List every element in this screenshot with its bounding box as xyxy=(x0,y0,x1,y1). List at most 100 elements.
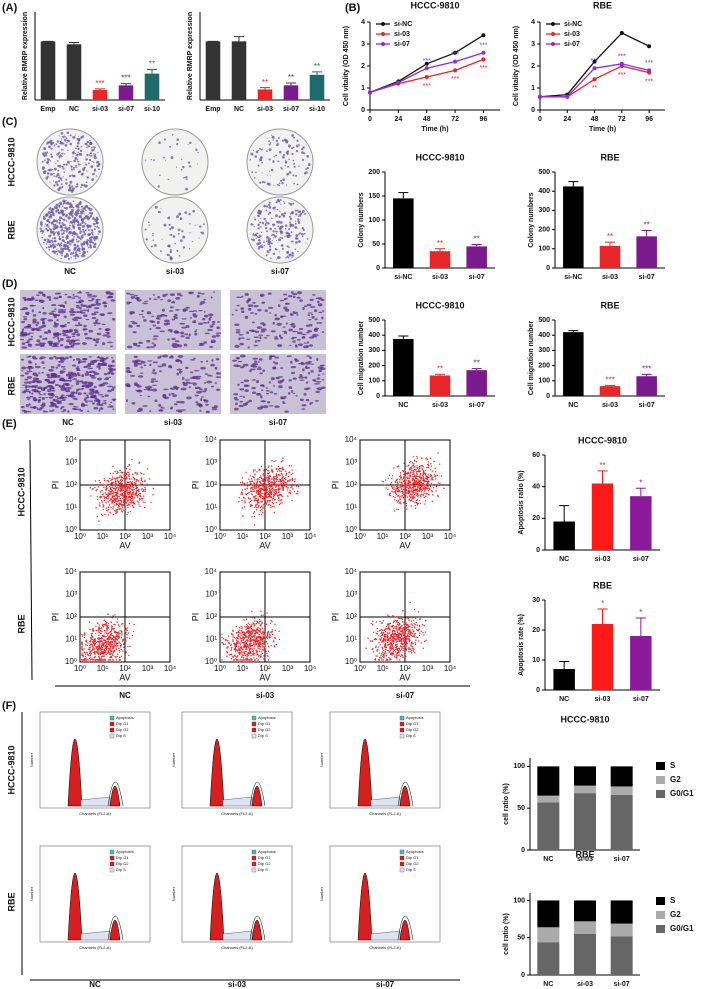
significance: *** xyxy=(605,375,614,384)
event xyxy=(401,488,402,489)
colony xyxy=(77,206,80,209)
colony xyxy=(259,181,261,183)
colony xyxy=(85,156,86,157)
colony xyxy=(266,254,268,256)
event xyxy=(262,498,263,499)
cell xyxy=(20,339,24,341)
event xyxy=(270,506,271,507)
cell xyxy=(35,366,41,368)
cell xyxy=(102,324,106,325)
event xyxy=(268,466,269,467)
colony xyxy=(274,228,276,230)
colony xyxy=(91,161,92,162)
cell xyxy=(260,406,263,409)
legend-label: si-NC xyxy=(564,21,582,28)
cell xyxy=(107,390,112,392)
event xyxy=(264,481,265,482)
event xyxy=(84,632,85,633)
event xyxy=(133,502,134,503)
event xyxy=(137,472,138,473)
event xyxy=(107,498,108,499)
chart-title: HCCC-9810 xyxy=(415,152,464,162)
cell xyxy=(82,310,88,312)
event xyxy=(123,495,124,496)
cell xyxy=(212,335,217,338)
cell xyxy=(281,397,286,399)
event xyxy=(401,485,402,486)
cell xyxy=(284,411,288,413)
colony xyxy=(278,216,280,218)
cell xyxy=(176,344,179,347)
event xyxy=(135,472,136,473)
event xyxy=(121,508,122,509)
y-tick-label: 100 xyxy=(538,378,550,385)
colony xyxy=(52,243,55,246)
event xyxy=(414,492,415,493)
colony xyxy=(87,251,89,253)
cell xyxy=(135,359,141,362)
event xyxy=(418,494,419,495)
event xyxy=(413,486,414,487)
event xyxy=(114,482,115,483)
cell xyxy=(314,383,320,385)
event xyxy=(121,477,122,478)
y-tick-label: 0 xyxy=(361,107,365,114)
event xyxy=(119,500,120,501)
cell xyxy=(185,379,190,380)
event xyxy=(117,497,118,498)
column-label: si-07 xyxy=(271,267,290,276)
colony xyxy=(91,147,93,149)
event xyxy=(422,480,423,481)
cell xyxy=(177,373,180,376)
cell xyxy=(39,299,42,301)
bar-segment xyxy=(537,796,559,803)
event xyxy=(271,469,272,470)
cell xyxy=(211,386,214,388)
colony xyxy=(272,230,274,232)
event xyxy=(106,507,107,508)
colony xyxy=(88,233,91,236)
event xyxy=(110,488,111,489)
legend-swatch xyxy=(656,897,665,905)
colony xyxy=(279,211,280,212)
colony xyxy=(75,161,76,162)
event xyxy=(425,470,426,471)
event xyxy=(267,475,268,476)
event xyxy=(124,478,125,479)
cell xyxy=(53,373,57,375)
event xyxy=(114,496,115,497)
colony xyxy=(258,236,260,238)
colony xyxy=(152,233,154,235)
colony xyxy=(262,181,264,183)
cell xyxy=(61,394,65,396)
colony xyxy=(57,160,59,162)
cell xyxy=(97,357,101,359)
colony xyxy=(64,139,66,141)
event xyxy=(414,488,415,489)
cell xyxy=(252,358,258,360)
event xyxy=(411,469,412,470)
cell xyxy=(144,389,146,390)
colony xyxy=(93,146,94,147)
cell xyxy=(55,396,58,398)
colony xyxy=(180,217,183,220)
colony xyxy=(62,239,65,242)
event xyxy=(401,476,402,477)
chart-title: HCCC-9810 xyxy=(560,714,609,724)
point xyxy=(647,44,651,48)
cell xyxy=(199,303,202,305)
cell xyxy=(57,333,61,335)
event xyxy=(412,465,413,466)
event xyxy=(437,475,438,476)
colony xyxy=(279,151,282,154)
colony xyxy=(64,248,66,250)
event xyxy=(410,500,411,501)
cell xyxy=(205,333,210,335)
colony xyxy=(47,172,50,175)
event xyxy=(119,483,120,484)
colony xyxy=(42,230,45,233)
event xyxy=(272,506,273,507)
cell xyxy=(54,308,57,310)
colony xyxy=(79,171,81,173)
colony xyxy=(199,225,201,227)
